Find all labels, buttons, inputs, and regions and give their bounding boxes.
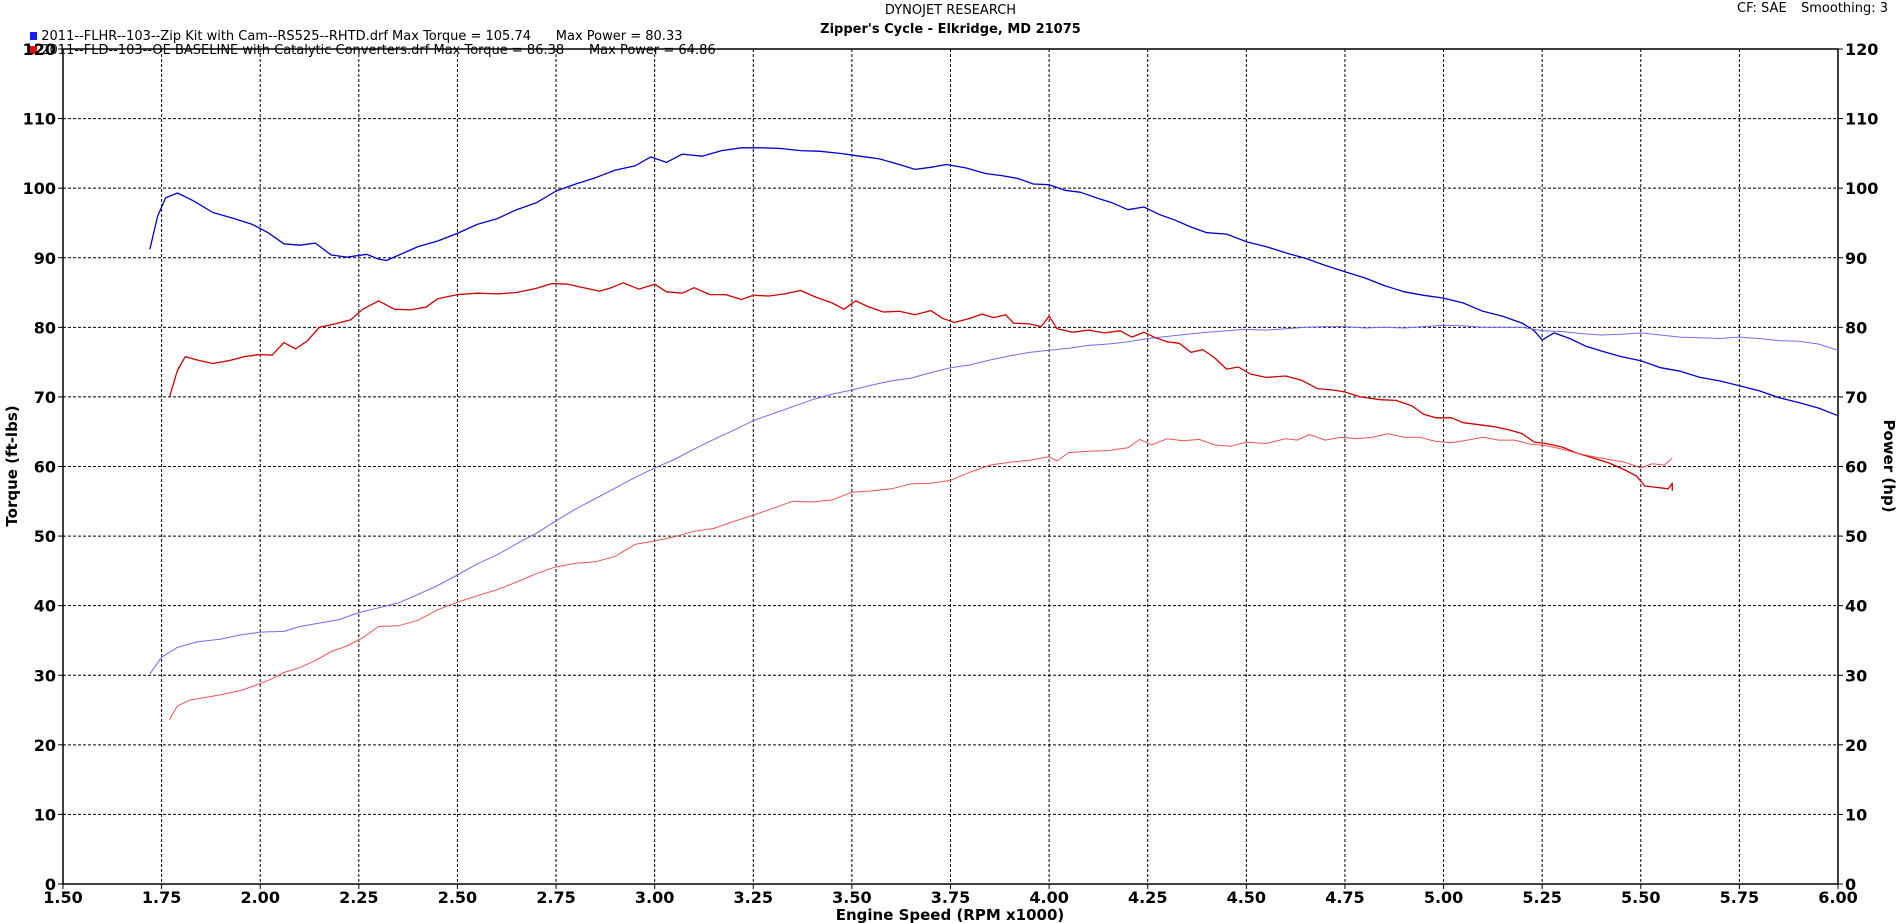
series-line-1-torque xyxy=(149,147,1839,417)
series-line-2-power xyxy=(149,324,1839,675)
axis-ticks: 0 0 10 10 20 20 30 30 40 40 50 50 60 60 70 70 80 80 90 90 10… xyxy=(23,40,1879,907)
y2-axis-label: Power (hp) xyxy=(1880,419,1898,512)
y-tick-label: 110 xyxy=(23,110,56,129)
y-tick-label: 50 xyxy=(34,527,56,546)
x-tick-label: 1.50 xyxy=(43,888,82,907)
x-tick-label: 1.75 xyxy=(142,888,181,907)
y2-tick-label: 0 xyxy=(1845,875,1856,894)
y-tick-label: 20 xyxy=(34,736,56,755)
y2-tick-label: 80 xyxy=(1845,318,1867,337)
x-tick-label: 5.50 xyxy=(1621,888,1660,907)
x-tick-label: 5.25 xyxy=(1522,888,1561,907)
y-tick-label: 80 xyxy=(34,318,56,337)
x-tick-label: 2.00 xyxy=(240,888,279,907)
y-tick-label: 120 xyxy=(23,40,56,59)
y-tick-label: 100 xyxy=(23,179,56,198)
y2-tick-label: 20 xyxy=(1845,736,1867,755)
x-tick-label: 2.75 xyxy=(536,888,575,907)
y-tick-label: 0 xyxy=(45,875,56,894)
x-tick-label: 5.00 xyxy=(1424,888,1463,907)
y2-tick-label: 110 xyxy=(1845,110,1878,129)
y-tick-label: 10 xyxy=(34,805,56,824)
x-tick-label: 2.50 xyxy=(438,888,477,907)
y-tick-label: 40 xyxy=(34,597,56,616)
legend-swatch-run-1 xyxy=(30,32,38,40)
x-tick-label: 4.00 xyxy=(1029,888,1068,907)
y-tick-label: 70 xyxy=(34,388,56,407)
y2-tick-label: 30 xyxy=(1845,666,1867,685)
y2-tick-label: 120 xyxy=(1845,40,1878,59)
y2-tick-label: 70 xyxy=(1845,388,1867,407)
legend-swatch-run-2 xyxy=(30,46,38,54)
legend-entry-run-2: 2011--FLD--103--OE BASELINE with Catalyt… xyxy=(22,28,716,58)
y2-tick-label: 90 xyxy=(1845,249,1867,268)
y2-tick-label: 10 xyxy=(1845,805,1867,824)
x-tick-label: 5.75 xyxy=(1720,888,1759,907)
x-tick-label: 3.50 xyxy=(832,888,871,907)
legend-entry-run-1: 2011--FLHR--103--Zip Kit with Cam--RS525… xyxy=(22,14,682,44)
y2-tick-label: 100 xyxy=(1845,179,1878,198)
y-tick-label: 30 xyxy=(34,666,56,685)
y2-tick-label: 60 xyxy=(1845,458,1867,477)
x-tick-label: 2.25 xyxy=(339,888,378,907)
x-tick-label: 3.00 xyxy=(635,888,674,907)
y2-tick-label: 50 xyxy=(1845,527,1867,546)
x-tick-label: 4.75 xyxy=(1325,888,1364,907)
y-tick-label: 60 xyxy=(34,458,56,477)
y2-tick-label: 40 xyxy=(1845,597,1867,616)
series-line-4-power xyxy=(169,433,1673,721)
x-tick-label: 3.75 xyxy=(931,888,970,907)
shop-title: Zipper's Cycle - Elkridge, MD 21075 xyxy=(820,22,1081,37)
correction-factor-label: CF: SAE xyxy=(1737,1,1787,16)
x-tick-label: 6.00 xyxy=(1818,888,1857,907)
publisher-title: DYNOJET RESEARCH xyxy=(884,3,1017,18)
grid-lines xyxy=(63,49,1838,884)
x-tick-label: 3.25 xyxy=(734,888,773,907)
x-tick-label: 4.50 xyxy=(1227,888,1266,907)
data-series xyxy=(149,147,1839,721)
y-tick-label: 90 xyxy=(34,249,56,268)
series-line-3-torque xyxy=(168,282,1673,491)
y-axis-label: Torque (ft-lbs) xyxy=(3,405,21,526)
x-axis-label: Engine Speed (RPM x1000) xyxy=(836,906,1065,923)
legend-label-run-1: 2011--FLHR--103--Zip Kit with Cam--RS525… xyxy=(41,29,683,44)
smoothing-label: Smoothing: 3 xyxy=(1801,1,1889,16)
x-tick-label: 4.25 xyxy=(1128,888,1167,907)
